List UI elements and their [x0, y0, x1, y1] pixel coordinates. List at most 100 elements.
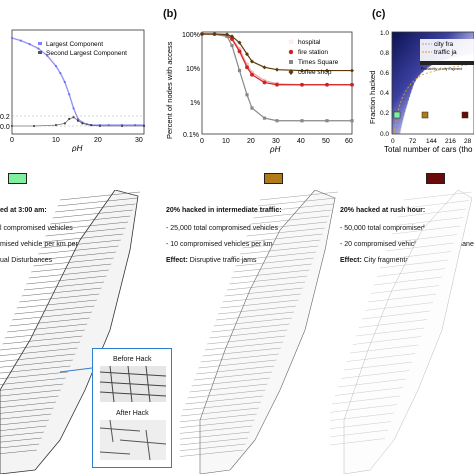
c-xtick-1: 72 [409, 138, 417, 145]
scenario-1-swatch [8, 173, 27, 184]
scenario-1-line-3: ual Disturbances [0, 257, 53, 264]
map-street [45, 227, 126, 237]
map-street [35, 251, 117, 261]
map-street [0, 353, 76, 362]
scenario-2-line-1: - 25,000 total compromised vehicles [166, 225, 279, 232]
map-street [379, 259, 449, 269]
map-street [352, 336, 422, 345]
c-xtick-0: 0 [391, 138, 395, 145]
map-street [0, 341, 81, 351]
map-street [397, 208, 467, 218]
map-street [257, 197, 336, 207]
map-street [215, 311, 295, 321]
map-street [180, 449, 244, 457]
a-xtick-2: 20 [94, 137, 102, 144]
map-street [251, 215, 330, 225]
map-street [9, 317, 90, 327]
c-xlabel: Total number of cars (tho [384, 145, 473, 154]
map-street [0, 395, 59, 403]
map-street [364, 302, 434, 311]
b-series-3-point [245, 52, 249, 57]
panel-c-chart: city fra traffic ja Probability of city … [368, 30, 474, 154]
map-street [224, 287, 303, 297]
map-street [33, 257, 114, 267]
c-ytick-1: 0.8 [380, 50, 389, 57]
map-street [0, 449, 37, 454]
b-legend-1: fire station [298, 49, 328, 56]
a-xtick-3: 30 [135, 137, 143, 144]
b-series-2-point [237, 68, 242, 73]
b-ylabel: Percent of nodes with access [165, 41, 174, 139]
b-series-1-point [237, 49, 242, 54]
scenario-2-effect: Effect: Disruptive traffic jams [166, 257, 257, 265]
scenario-2-effect-text: Disruptive traffic jams [187, 257, 257, 264]
scenario-2-swatch [264, 173, 283, 184]
a-series-1-point [72, 116, 75, 119]
b-series-3-point [237, 40, 242, 45]
c-ytick-4: 0.2 [380, 110, 389, 117]
map-street [19, 293, 100, 303]
a-series-1-line [12, 116, 144, 127]
map-street [0, 365, 71, 374]
b-xtick-6: 60 [345, 138, 353, 145]
map-street [59, 191, 141, 201]
c-colorbar-label: Probability of city fragment [421, 67, 462, 71]
a-series-0-point [28, 43, 31, 46]
map-street [187, 389, 266, 399]
map-street [180, 407, 259, 417]
a-series-0-point [76, 117, 80, 121]
panel-c-label: (c) [372, 8, 386, 20]
c-legend-1: traffic ja [434, 49, 457, 56]
map-street [237, 251, 317, 261]
a-series-1-point [76, 119, 80, 122]
b-ytick-3: 0.1% [183, 132, 199, 139]
map-street [0, 371, 69, 380]
map-street [394, 217, 464, 226]
map-street [4, 329, 85, 339]
a-series-1-point [63, 122, 66, 125]
b-series-1-line [201, 33, 352, 86]
map-street [259, 191, 339, 201]
map-street [0, 377, 66, 385]
map-street [330, 404, 398, 413]
map-street [180, 431, 251, 440]
b-series-2-point [230, 43, 234, 48]
map-street [180, 437, 248, 446]
map-street [180, 443, 246, 451]
b-series-2-point [250, 106, 254, 110]
map-street [376, 268, 446, 277]
map-street [180, 419, 255, 428]
map-street [55, 203, 136, 213]
map-street [222, 293, 301, 303]
map-street [218, 305, 297, 315]
map-street [0, 389, 61, 397]
map-street [213, 317, 292, 327]
a-series-1-point [68, 117, 71, 121]
b-ytick-0: 100% [182, 32, 200, 39]
map-street [382, 251, 452, 260]
map-street [23, 281, 105, 291]
map-street [330, 429, 389, 437]
map-street [209, 329, 288, 339]
map-street [0, 383, 64, 391]
a-series-0-point [59, 72, 62, 75]
map-street [31, 263, 112, 273]
map-street [57, 197, 138, 207]
map-street [7, 323, 88, 333]
c-ytick-5: 0.0 [380, 131, 389, 138]
b-series-3-point [325, 68, 329, 73]
scenario-3-effect-label: Effect: [340, 257, 362, 264]
c-ytick-0: 1.0 [380, 30, 389, 37]
a-legend: Largest Component Second Largest Compone… [38, 41, 127, 57]
b-series-1-point [262, 80, 267, 85]
b-series-2-point [350, 119, 354, 123]
c-ytick-2: 0.6 [380, 70, 389, 77]
map-street [246, 227, 325, 237]
map-street [361, 310, 431, 320]
a-series-0-point [54, 65, 58, 68]
b-xtick-5: 50 [322, 138, 330, 145]
b-legend-0: hospital [298, 39, 321, 46]
map-street [403, 191, 473, 201]
b-series-3-point [200, 32, 204, 36]
map-street [193, 371, 273, 381]
